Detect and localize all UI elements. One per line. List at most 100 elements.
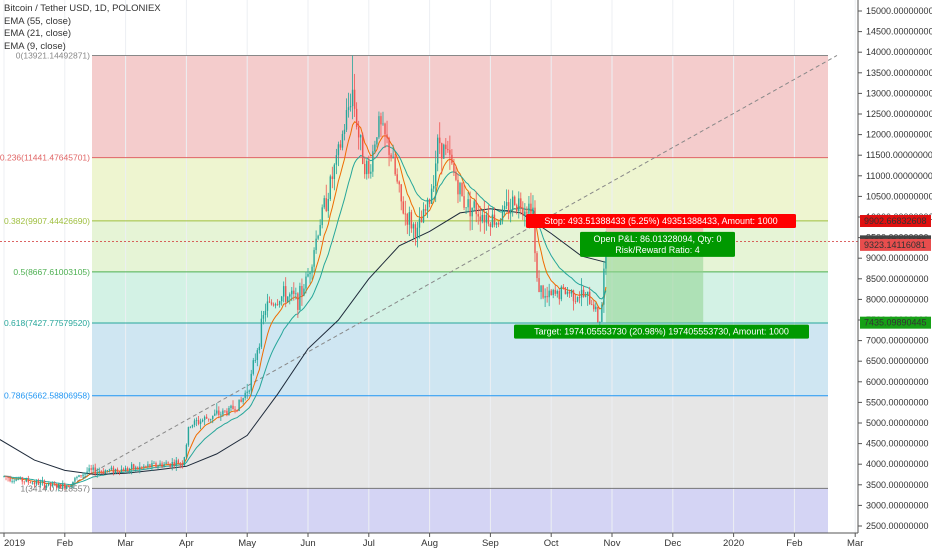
candle-body xyxy=(9,478,11,482)
candle-body xyxy=(366,160,368,175)
price-tick-label: 8000.00000000 xyxy=(866,294,929,304)
candle-body xyxy=(443,144,445,159)
candle-body xyxy=(566,291,569,295)
candle-body xyxy=(343,129,346,134)
price-tick-label: 8500.00000000 xyxy=(866,274,929,284)
candle-body xyxy=(546,296,548,298)
candle-body xyxy=(88,468,90,472)
trend-line xyxy=(70,55,838,486)
legend-ema9[interactable]: EMA (9, close) xyxy=(4,40,66,52)
legend-ema55[interactable]: EMA (55, close) xyxy=(4,15,72,27)
candle-body xyxy=(434,163,437,186)
candle-body xyxy=(299,286,301,310)
candle-body xyxy=(66,485,68,489)
pnl-label[interactable]: Open P&L: 86.01328094, Qty: 0Risk/Reward… xyxy=(580,231,735,257)
candle-body xyxy=(11,480,13,482)
candle-body xyxy=(325,198,327,211)
price-tick-label: 15000.00000000 xyxy=(866,6,932,16)
price-axis: 15000.00000000 14500.00000000 14000.000000… xyxy=(857,0,932,533)
candle-body xyxy=(522,207,524,216)
candle-body xyxy=(41,480,44,483)
candle-body xyxy=(280,296,283,302)
time-tick-label: Nov xyxy=(604,538,621,549)
candle-body xyxy=(55,484,58,488)
candle-body xyxy=(374,144,376,152)
time-tick-label: 2020 xyxy=(723,538,744,549)
candle-body xyxy=(197,420,200,424)
candle-body xyxy=(222,410,224,415)
candle-body xyxy=(96,471,98,475)
candle-body xyxy=(114,469,117,474)
candle-body xyxy=(597,306,599,323)
candle-body xyxy=(262,315,265,319)
candle-body xyxy=(520,198,522,208)
legend-ema21[interactable]: EMA (21, close) xyxy=(4,28,72,39)
candle-body xyxy=(586,291,589,296)
candle-body xyxy=(538,278,540,293)
candle-body xyxy=(254,360,257,361)
target-label-text: Target: 1974.05553730 (20.98%) 197405553… xyxy=(534,327,789,337)
candle-body xyxy=(558,291,561,300)
candle-body xyxy=(463,196,465,208)
candle-body xyxy=(329,176,331,200)
candle-body xyxy=(380,116,382,125)
candle-body xyxy=(189,426,192,428)
fib-level-label: 0.382(9907.44426690) xyxy=(4,216,90,226)
candle-body xyxy=(469,199,471,217)
stop-label[interactable]: Stop: 493.51388433 (5.25%) 49351388433, … xyxy=(526,214,796,229)
candle-body xyxy=(7,476,9,479)
candle-body xyxy=(212,415,214,419)
price-tick-label: 4500.00000000 xyxy=(866,439,929,449)
candle-body xyxy=(477,214,479,217)
time-tick-label: May xyxy=(238,538,256,549)
candle-body xyxy=(181,463,184,466)
candle-body xyxy=(29,482,32,484)
candle-body xyxy=(185,444,188,458)
price-tick-label: 11500.00000000 xyxy=(866,150,932,160)
candle-body xyxy=(80,475,82,477)
candle-body xyxy=(252,360,254,374)
trend-line xyxy=(70,55,838,486)
price-tick-label: 3000.00000000 xyxy=(866,500,929,510)
price-tick-label: 14000.00000000 xyxy=(866,47,932,57)
candle-body xyxy=(13,480,15,482)
candle-body xyxy=(76,477,78,479)
candle-body xyxy=(441,143,443,159)
candle-body xyxy=(155,462,157,467)
candle-body xyxy=(461,182,463,197)
candle-body xyxy=(301,286,303,296)
candle-body xyxy=(256,350,259,361)
candle-body xyxy=(317,235,319,239)
candle-body xyxy=(74,478,76,482)
candle-body xyxy=(224,410,226,412)
candle-body xyxy=(238,399,240,411)
candle-body xyxy=(5,476,7,477)
candle-body xyxy=(149,464,151,468)
candle-body xyxy=(574,301,577,302)
candle-body xyxy=(187,427,190,445)
candle-body xyxy=(35,480,38,485)
candle-body xyxy=(163,463,165,467)
candle-body xyxy=(102,471,105,474)
stop-price-tag-text: 9902.66832608 xyxy=(864,216,927,226)
candle-body xyxy=(112,467,115,474)
candle-body xyxy=(451,154,453,164)
candle-body xyxy=(53,483,56,485)
candle-body xyxy=(15,479,17,481)
target-label[interactable]: Target: 1974.05553730 (20.98%) 197405553… xyxy=(514,324,809,339)
candle-body xyxy=(289,294,291,297)
candle-body xyxy=(386,134,388,139)
candle-body xyxy=(173,461,175,466)
candle-body xyxy=(78,475,80,478)
candle-body xyxy=(285,286,287,302)
candle-body xyxy=(278,301,281,305)
candle-body xyxy=(564,287,567,295)
candle-body xyxy=(307,274,309,277)
stop-label-text: Stop: 493.51388433 (5.25%) 49351388433, … xyxy=(544,216,777,226)
stop-label-bg xyxy=(526,214,796,229)
candle-body xyxy=(147,464,149,467)
candle-body xyxy=(487,214,490,224)
candle-body xyxy=(33,482,36,485)
price-tick-label: 10500.00000000 xyxy=(866,191,932,201)
